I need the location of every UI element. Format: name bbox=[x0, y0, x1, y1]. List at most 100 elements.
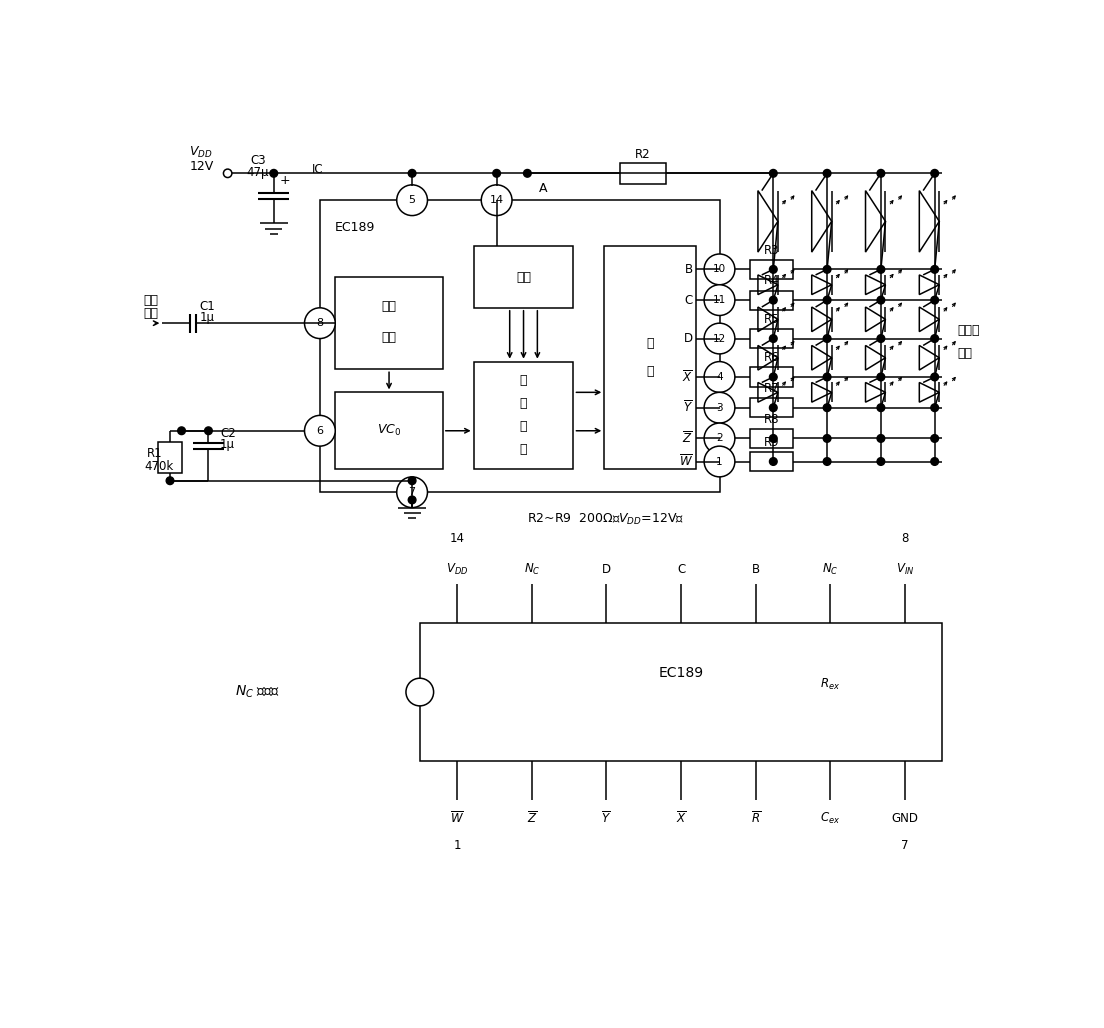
Circle shape bbox=[523, 170, 531, 177]
Text: D: D bbox=[602, 562, 611, 576]
Text: D: D bbox=[683, 332, 692, 345]
Circle shape bbox=[408, 497, 416, 504]
Text: R7: R7 bbox=[764, 382, 779, 395]
Text: 音频: 音频 bbox=[144, 294, 158, 306]
Circle shape bbox=[408, 170, 416, 177]
Text: $V_{IN}$: $V_{IN}$ bbox=[895, 561, 914, 577]
Text: $\overline{X}$: $\overline{X}$ bbox=[682, 369, 692, 384]
Text: 码: 码 bbox=[520, 443, 528, 456]
Bar bbox=[751, 398, 793, 417]
Bar bbox=[159, 442, 181, 473]
Circle shape bbox=[877, 404, 884, 411]
Circle shape bbox=[396, 477, 427, 508]
Circle shape bbox=[769, 335, 777, 342]
Bar bbox=[751, 260, 793, 279]
Text: $\overline{X}$: $\overline{X}$ bbox=[676, 811, 687, 827]
Text: 放大: 放大 bbox=[382, 300, 396, 313]
Text: R3: R3 bbox=[764, 244, 779, 257]
Text: 470k: 470k bbox=[145, 460, 174, 473]
Bar bbox=[336, 393, 443, 469]
Circle shape bbox=[824, 170, 831, 177]
Circle shape bbox=[877, 335, 884, 342]
Text: $VC_0$: $VC_0$ bbox=[376, 424, 401, 438]
Circle shape bbox=[305, 415, 336, 446]
Circle shape bbox=[269, 170, 277, 177]
Circle shape bbox=[704, 424, 735, 453]
Circle shape bbox=[877, 296, 884, 304]
Text: C1: C1 bbox=[199, 300, 215, 313]
Text: 稳压: 稳压 bbox=[516, 270, 531, 284]
Text: 14: 14 bbox=[489, 195, 503, 206]
Text: $C_{ex}$: $C_{ex}$ bbox=[820, 811, 840, 827]
Text: 4: 4 bbox=[716, 372, 723, 382]
Circle shape bbox=[824, 435, 831, 442]
Text: $\overline{W}$: $\overline{W}$ bbox=[450, 811, 464, 827]
Text: $V_{DD}$: $V_{DD}$ bbox=[189, 145, 213, 160]
Text: 发光管: 发光管 bbox=[958, 325, 980, 337]
Circle shape bbox=[931, 457, 938, 466]
Bar bbox=[751, 452, 793, 471]
Circle shape bbox=[931, 170, 938, 177]
Text: 数: 数 bbox=[520, 398, 528, 410]
Text: 1μ: 1μ bbox=[220, 438, 235, 451]
Circle shape bbox=[704, 446, 735, 477]
Text: 11: 11 bbox=[713, 295, 726, 305]
Circle shape bbox=[396, 185, 427, 216]
Circle shape bbox=[769, 435, 777, 442]
Text: $N_C$: $N_C$ bbox=[523, 561, 540, 577]
Text: R9: R9 bbox=[764, 436, 779, 449]
Text: C2: C2 bbox=[220, 427, 236, 440]
Text: 5: 5 bbox=[408, 195, 415, 206]
Circle shape bbox=[178, 427, 185, 435]
Text: 7: 7 bbox=[901, 839, 909, 852]
Circle shape bbox=[931, 435, 938, 442]
Circle shape bbox=[769, 457, 777, 466]
Circle shape bbox=[704, 393, 735, 424]
Text: 计: 计 bbox=[520, 374, 528, 388]
Bar bbox=[751, 367, 793, 387]
Text: $\overline{Y}$: $\overline{Y}$ bbox=[682, 400, 692, 415]
Text: 10: 10 bbox=[713, 264, 726, 274]
Circle shape bbox=[877, 265, 884, 273]
Circle shape bbox=[204, 427, 212, 435]
Circle shape bbox=[305, 307, 336, 338]
Circle shape bbox=[223, 169, 232, 178]
Circle shape bbox=[769, 373, 777, 380]
Text: C3: C3 bbox=[251, 154, 266, 167]
Text: EC189: EC189 bbox=[658, 666, 703, 680]
Circle shape bbox=[769, 404, 777, 411]
Text: 3: 3 bbox=[716, 403, 723, 412]
Text: R8: R8 bbox=[764, 412, 779, 426]
Circle shape bbox=[824, 265, 831, 273]
Text: $R_{ex}$: $R_{ex}$ bbox=[820, 676, 840, 692]
Bar bbox=[474, 247, 573, 307]
Text: R2: R2 bbox=[635, 148, 650, 160]
Text: A: A bbox=[539, 182, 548, 195]
Text: EC189: EC189 bbox=[336, 221, 375, 233]
Circle shape bbox=[769, 296, 777, 304]
Circle shape bbox=[824, 335, 831, 342]
Text: IC: IC bbox=[312, 163, 323, 176]
Text: 2: 2 bbox=[716, 434, 723, 443]
Text: 1: 1 bbox=[716, 456, 723, 467]
Circle shape bbox=[931, 265, 938, 273]
Bar bbox=[751, 329, 793, 348]
Circle shape bbox=[931, 296, 938, 304]
Text: $\overline{Z}$: $\overline{Z}$ bbox=[527, 811, 537, 827]
Text: 译: 译 bbox=[520, 420, 528, 434]
Circle shape bbox=[824, 373, 831, 380]
Circle shape bbox=[877, 435, 884, 442]
Text: $\overline{R}$: $\overline{R}$ bbox=[751, 811, 761, 827]
Text: $\overline{Y}$: $\overline{Y}$ bbox=[602, 811, 612, 827]
Circle shape bbox=[931, 404, 938, 411]
Text: 8: 8 bbox=[317, 319, 323, 328]
Text: +: + bbox=[280, 174, 290, 187]
Bar bbox=[420, 623, 943, 761]
Text: C: C bbox=[677, 562, 686, 576]
Circle shape bbox=[824, 296, 831, 304]
Circle shape bbox=[408, 477, 416, 484]
Text: 14: 14 bbox=[449, 531, 465, 545]
Text: R4: R4 bbox=[764, 274, 779, 288]
Text: $\overline{W}$: $\overline{W}$ bbox=[679, 453, 692, 469]
Bar bbox=[619, 162, 666, 184]
